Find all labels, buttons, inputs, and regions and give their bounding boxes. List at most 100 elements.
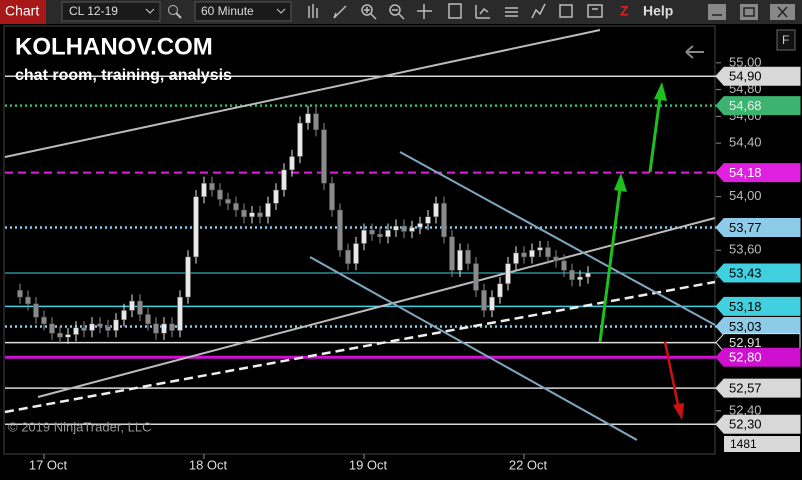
price-marker-label: 53,03 bbox=[729, 319, 762, 334]
price-marker bbox=[715, 317, 801, 337]
candle-body bbox=[265, 203, 271, 217]
volume-marker bbox=[724, 436, 800, 452]
candle-body bbox=[377, 233, 383, 238]
price-marker bbox=[715, 217, 801, 237]
price-axis: 55,0054,8054,6054,4054,0053,6053,4052,40… bbox=[715, 54, 801, 452]
candle-body bbox=[433, 203, 439, 217]
candle-body bbox=[513, 252, 519, 264]
copyright: © 2019 NinjaTrader, LLC bbox=[8, 419, 152, 434]
candle-body bbox=[297, 122, 303, 157]
price-marker-label: 54,90 bbox=[729, 69, 762, 84]
candle-body bbox=[553, 256, 559, 262]
candles bbox=[17, 105, 591, 344]
dropdown-icon bbox=[145, 8, 155, 14]
price-marker bbox=[715, 96, 801, 116]
candle-body bbox=[273, 189, 279, 204]
candle-body bbox=[417, 223, 423, 228]
search-icon-handle bbox=[175, 12, 182, 19]
volume-label: 1481 bbox=[730, 437, 757, 451]
dropdown-icon bbox=[276, 8, 286, 14]
candle-body bbox=[465, 249, 471, 264]
x-tick-label: 19 Oct bbox=[349, 457, 388, 472]
arrow-head bbox=[614, 173, 627, 192]
price-marker-label: 54,68 bbox=[729, 98, 762, 113]
candle-body bbox=[577, 276, 583, 280]
candle-body bbox=[201, 183, 207, 197]
help-menu[interactable]: Help bbox=[643, 3, 673, 19]
price-marker-label: 53,43 bbox=[729, 265, 762, 280]
channel-line bbox=[309, 256, 638, 441]
candle-body bbox=[313, 113, 319, 130]
candle-body bbox=[145, 314, 151, 325]
candle-body bbox=[33, 303, 39, 318]
maximize-button[interactable] bbox=[740, 4, 758, 20]
candle-body bbox=[473, 263, 479, 291]
candle-body bbox=[425, 216, 431, 224]
candle-body bbox=[161, 323, 167, 334]
candle-body bbox=[345, 249, 351, 264]
candle-body bbox=[185, 256, 191, 298]
levels bbox=[5, 75, 716, 425]
window-icons bbox=[712, 6, 788, 18]
candle-body bbox=[233, 203, 239, 211]
candle-body bbox=[17, 290, 23, 298]
price-marker bbox=[715, 414, 801, 434]
candle-body bbox=[129, 300, 135, 311]
x-tick-label: 18 Oct bbox=[189, 457, 228, 472]
minimize-button[interactable] bbox=[708, 4, 726, 20]
candle-body bbox=[521, 252, 527, 258]
interval-box[interactable] bbox=[194, 1, 292, 22]
price-marker bbox=[715, 263, 801, 283]
candle-body bbox=[401, 225, 407, 232]
candle-body bbox=[329, 183, 335, 211]
arrow bbox=[598, 187, 622, 343]
price-marker-label: 52,80 bbox=[729, 350, 762, 365]
candle-body bbox=[537, 247, 543, 251]
candle-body bbox=[153, 323, 159, 334]
candle-body bbox=[321, 129, 327, 184]
tool-icons[interactable] bbox=[308, 3, 603, 20]
plot-border bbox=[3, 25, 716, 455]
watermark-title: KOLHANOV.COM bbox=[15, 33, 213, 60]
candle-body bbox=[209, 183, 215, 191]
candle-body bbox=[49, 323, 55, 334]
candle-body bbox=[585, 272, 591, 278]
candle-body bbox=[89, 323, 95, 331]
candle-body bbox=[305, 113, 311, 124]
candle-body bbox=[497, 283, 503, 298]
candle-body bbox=[97, 323, 103, 327]
y-tick-label: 54,00 bbox=[729, 188, 762, 203]
interval: 60 Minute bbox=[201, 4, 254, 18]
candle-body bbox=[169, 323, 175, 331]
y-tick-label: 54,40 bbox=[729, 135, 762, 150]
candle-body bbox=[289, 156, 295, 171]
trend-line bbox=[37, 217, 716, 398]
candle-body bbox=[193, 196, 199, 258]
instrument-box[interactable] bbox=[61, 1, 161, 22]
candle-body bbox=[337, 209, 343, 251]
panel-button[interactable] bbox=[776, 29, 796, 51]
z-icon[interactable]: Z bbox=[620, 3, 629, 19]
candle-body bbox=[73, 327, 79, 335]
candle-body bbox=[241, 209, 247, 217]
trend-line bbox=[4, 280, 716, 414]
candle-body bbox=[441, 203, 447, 238]
back-arrow[interactable] bbox=[685, 45, 704, 59]
candle-body bbox=[81, 327, 87, 331]
candle-body bbox=[113, 319, 119, 331]
panel-button-label: F bbox=[782, 33, 789, 47]
candle-body bbox=[393, 225, 399, 231]
tab-label: Chart bbox=[5, 3, 39, 19]
chart-tab[interactable] bbox=[0, 0, 46, 24]
y-tick-label: 52,40 bbox=[729, 402, 762, 417]
candle-body bbox=[561, 260, 567, 271]
candle-body bbox=[489, 296, 495, 311]
trend-line bbox=[4, 29, 601, 158]
y-tick-label: 55,00 bbox=[729, 54, 762, 69]
price-marker-label: 53,18 bbox=[729, 299, 762, 314]
search-icon[interactable] bbox=[168, 5, 178, 15]
candle-body bbox=[385, 229, 391, 238]
price-marker bbox=[715, 296, 801, 316]
arrows bbox=[598, 82, 684, 420]
